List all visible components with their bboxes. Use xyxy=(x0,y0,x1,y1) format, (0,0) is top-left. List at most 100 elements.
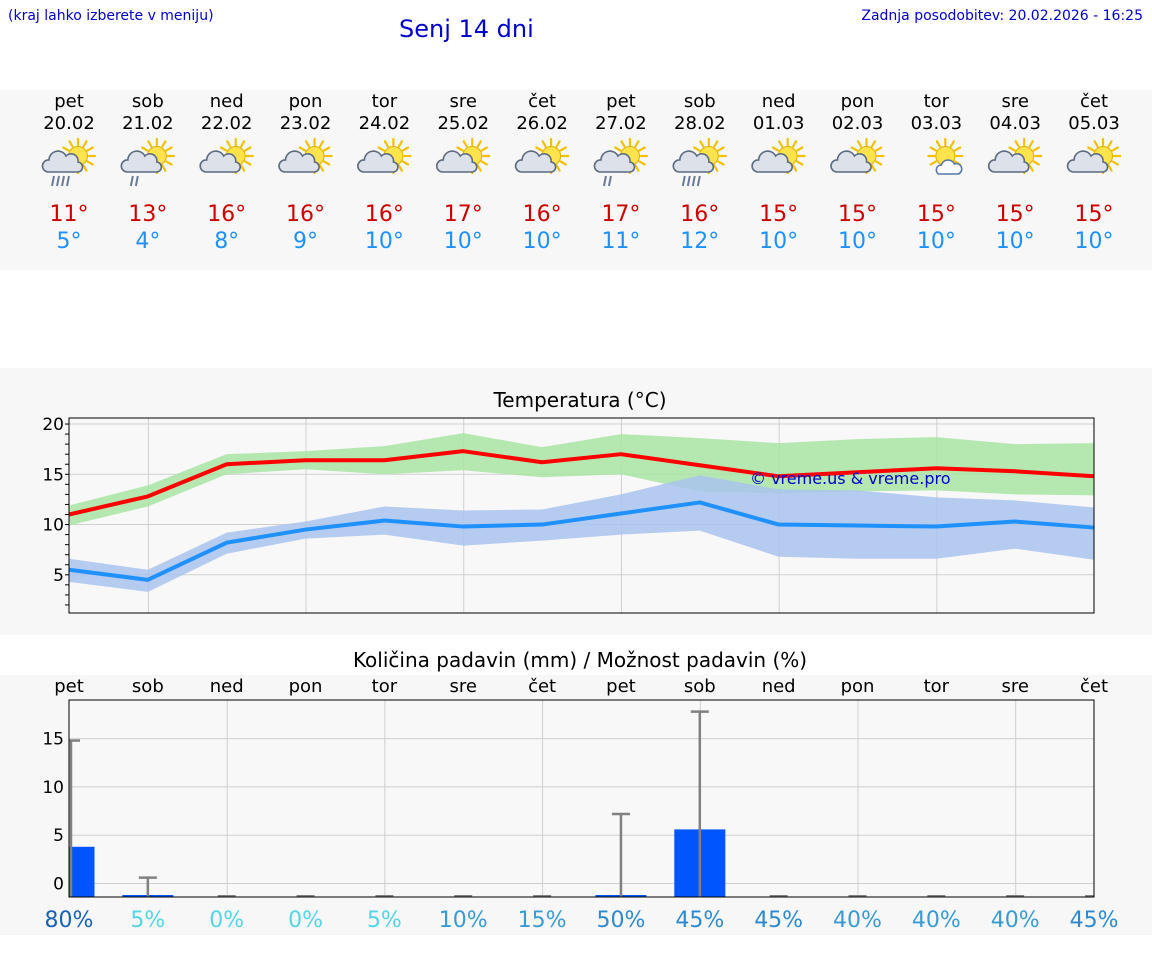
sun-ray xyxy=(953,146,962,152)
sun-ray xyxy=(634,140,640,148)
min-temperature: 10° xyxy=(838,229,877,254)
day-name: tor xyxy=(924,91,950,112)
sun-ray xyxy=(86,146,94,152)
cloud-icon xyxy=(278,150,320,173)
sun-ray xyxy=(161,140,167,148)
page-title: Senj 14 dni xyxy=(399,15,534,43)
sun-ray xyxy=(240,140,246,148)
sun-ray xyxy=(219,146,228,152)
sun-ray xyxy=(397,140,403,148)
sun-ray xyxy=(82,140,88,148)
y-tick-label: 15 xyxy=(42,465,64,485)
sun-ray xyxy=(147,140,153,148)
sun-ray xyxy=(244,146,252,152)
sun-ray xyxy=(929,160,937,166)
cloud-icon xyxy=(987,150,1030,173)
forecast-strip xyxy=(0,90,1152,270)
max-temperature: 17° xyxy=(444,202,483,227)
sun-ray xyxy=(792,140,798,148)
min-temperature: 5° xyxy=(57,229,82,254)
min-temperature: 10° xyxy=(523,229,562,254)
sun-ray xyxy=(1032,160,1041,166)
sun-ray xyxy=(476,140,482,148)
max-temperature: 16° xyxy=(365,202,404,227)
precip-chance-label: 15% xyxy=(518,908,567,933)
x-category-label: ned xyxy=(762,676,796,697)
sun-ray xyxy=(318,140,325,148)
partly-cloudy-drizzle-icon xyxy=(120,137,175,187)
day-date: 23.02 xyxy=(280,113,332,134)
day-name: pet xyxy=(606,91,636,112)
plot-frame xyxy=(68,699,1095,898)
partly-cloudy-rain-icon xyxy=(41,137,97,187)
precip-chance-label: 0% xyxy=(209,908,244,933)
cloud-icon xyxy=(672,150,715,173)
sun-ray xyxy=(298,146,307,152)
day-name: čet xyxy=(528,91,556,112)
sun-ray xyxy=(856,140,863,148)
partly-cloudy-icon xyxy=(514,137,570,175)
rain-drop xyxy=(61,175,65,187)
rain-drop xyxy=(134,175,139,187)
sun-ray xyxy=(535,146,543,152)
min-temperature: 10° xyxy=(365,229,404,254)
day-date: 25.02 xyxy=(437,113,489,134)
plot-area xyxy=(69,700,1094,897)
day-date: 21.02 xyxy=(122,113,174,134)
precip-chance-label: 80% xyxy=(45,908,94,933)
max-temperature: 17° xyxy=(601,202,640,227)
x-category-label: pet xyxy=(606,676,636,697)
sun-ray xyxy=(165,160,173,166)
day-date: 01.03 xyxy=(753,113,805,134)
rain-drop xyxy=(696,175,701,187)
cloud-icon xyxy=(120,150,163,173)
sun-ray xyxy=(322,146,331,152)
sun-ray xyxy=(559,146,567,152)
sun-ray xyxy=(1107,140,1113,148)
partly-cloudy-icon xyxy=(751,137,806,175)
max-temperature: 15° xyxy=(996,202,1035,227)
min-temperature: 10° xyxy=(917,229,956,254)
y-tick-label: 10 xyxy=(42,516,64,536)
sun-ray xyxy=(850,146,859,152)
precip-chance-label: 10% xyxy=(439,908,488,933)
x-category-label: pon xyxy=(289,676,323,697)
sun-ray xyxy=(949,140,955,148)
precip-chance-label: 45% xyxy=(1070,908,1119,933)
x-category-label: sob xyxy=(684,676,716,697)
max-temperature: 16° xyxy=(286,202,325,227)
cloud-icon xyxy=(357,150,399,173)
min-temperature: 11° xyxy=(601,229,640,254)
sun-ray xyxy=(541,140,547,148)
day-date: 26.02 xyxy=(516,113,568,134)
sun-ray xyxy=(1093,140,1099,148)
day-date: 24.02 xyxy=(359,113,411,134)
x-category-label: čet xyxy=(1080,676,1108,697)
day-name: pon xyxy=(289,91,323,112)
partly-cloudy-icon xyxy=(357,137,412,175)
min-temperature: 10° xyxy=(1075,229,1114,254)
day-date: 05.03 xyxy=(1068,113,1120,134)
sun-ray xyxy=(796,146,804,152)
sun-ray xyxy=(401,160,410,166)
cloud-icon xyxy=(1066,150,1109,173)
rain-drop xyxy=(681,175,686,187)
partly-cloudy-icon xyxy=(987,137,1043,175)
max-temperature: 15° xyxy=(759,202,798,227)
min-range-band xyxy=(69,475,1094,592)
sun-ray xyxy=(240,164,246,172)
sun-ray xyxy=(480,146,489,152)
sun-ray xyxy=(244,160,252,166)
max-temperature: 11° xyxy=(50,202,89,227)
day-name: tor xyxy=(372,91,398,112)
sun-ray xyxy=(692,146,701,152)
sun-ray xyxy=(792,164,798,172)
rain-drop xyxy=(691,175,696,187)
